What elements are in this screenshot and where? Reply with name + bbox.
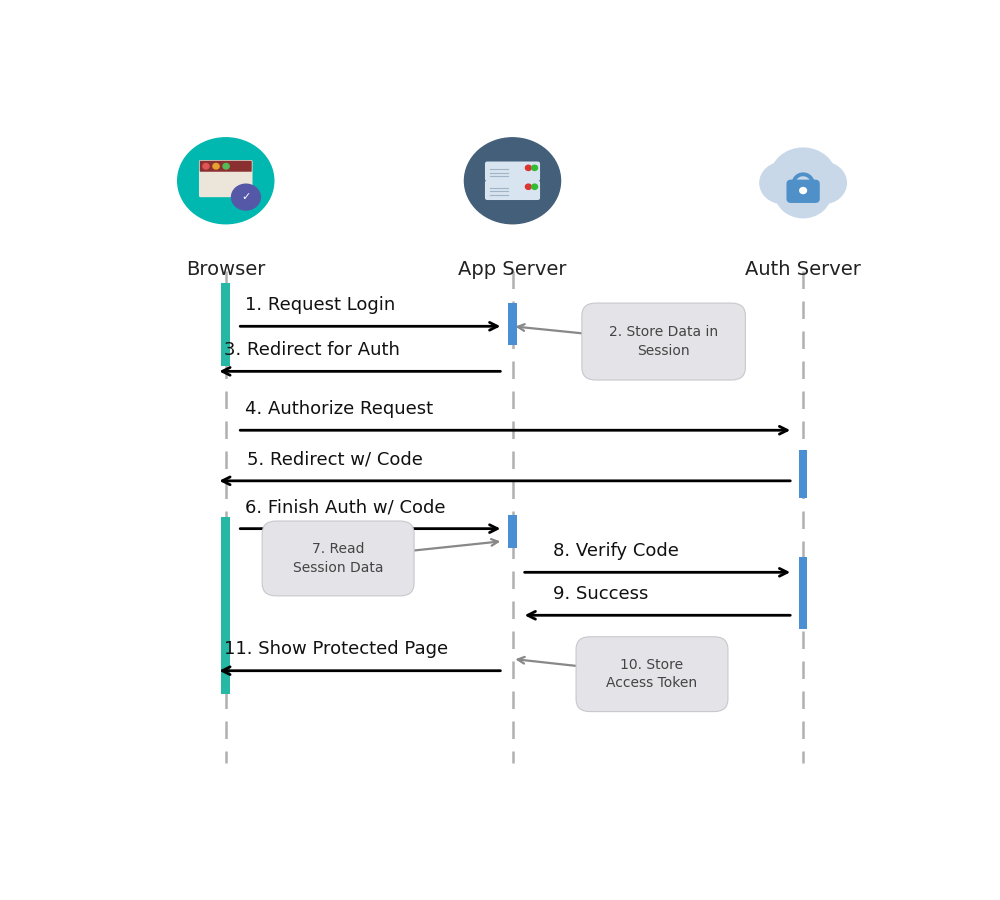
Circle shape — [178, 138, 274, 224]
Text: ✓: ✓ — [241, 192, 251, 202]
Circle shape — [223, 164, 229, 169]
Bar — [221, 517, 230, 694]
FancyBboxPatch shape — [786, 180, 820, 203]
Text: 9. Success: 9. Success — [553, 585, 648, 603]
FancyBboxPatch shape — [582, 303, 745, 380]
Circle shape — [525, 166, 531, 170]
Bar — [799, 450, 807, 499]
Text: 2. Store Data in
Session: 2. Store Data in Session — [609, 325, 718, 357]
Circle shape — [800, 187, 806, 194]
Bar — [221, 283, 230, 365]
Circle shape — [464, 138, 561, 224]
Bar — [508, 303, 517, 345]
Circle shape — [800, 162, 846, 203]
FancyBboxPatch shape — [485, 161, 540, 181]
Text: 4. Authorize Request: 4. Authorize Request — [245, 400, 433, 418]
Circle shape — [532, 184, 538, 189]
Text: 11. Show Protected Page: 11. Show Protected Page — [224, 640, 448, 658]
Text: 3. Redirect for Auth: 3. Redirect for Auth — [224, 341, 400, 359]
Text: 7. Read
Session Data: 7. Read Session Data — [293, 542, 383, 575]
FancyBboxPatch shape — [262, 521, 414, 596]
Text: 1. Request Login: 1. Request Login — [245, 296, 395, 314]
Text: Browser: Browser — [186, 260, 265, 280]
FancyBboxPatch shape — [485, 180, 540, 200]
Circle shape — [525, 184, 531, 189]
Circle shape — [203, 164, 209, 169]
Text: Auth Server: Auth Server — [745, 260, 861, 280]
Bar — [799, 557, 807, 629]
Circle shape — [532, 166, 538, 170]
Circle shape — [770, 148, 836, 206]
Circle shape — [232, 184, 260, 210]
Text: 5. Redirect w/ Code: 5. Redirect w/ Code — [247, 450, 423, 468]
Text: 10. Store
Access Token: 10. Store Access Token — [606, 658, 698, 690]
Circle shape — [213, 164, 219, 169]
FancyBboxPatch shape — [199, 160, 253, 197]
Bar — [508, 516, 517, 548]
Circle shape — [760, 162, 806, 203]
Text: 6. Finish Auth w/ Code: 6. Finish Auth w/ Code — [245, 499, 446, 517]
Text: App Server: App Server — [458, 260, 567, 280]
Circle shape — [775, 168, 831, 218]
FancyBboxPatch shape — [576, 637, 728, 712]
FancyBboxPatch shape — [200, 161, 252, 172]
Text: 8. Verify Code: 8. Verify Code — [553, 542, 679, 560]
